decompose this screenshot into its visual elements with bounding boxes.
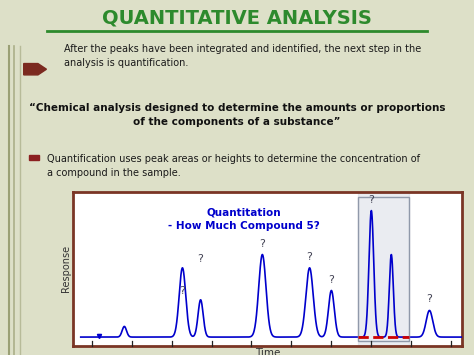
Bar: [29, 155, 39, 160]
Text: ?: ?: [328, 275, 334, 285]
Text: ?: ?: [368, 195, 374, 205]
Y-axis label: Response: Response: [61, 245, 71, 293]
Text: After the peaks have been integrated and identified, the next step in the
analys: After the peaks have been integrated and…: [64, 44, 421, 67]
Text: ?: ?: [180, 285, 185, 295]
Text: ?: ?: [307, 252, 312, 262]
Text: QUANTITATIVE ANALYSIS: QUANTITATIVE ANALYSIS: [102, 9, 372, 28]
X-axis label: Time: Time: [255, 348, 281, 355]
Text: ?: ?: [259, 239, 265, 249]
Text: ?: ?: [198, 253, 203, 263]
Text: ?: ?: [427, 294, 432, 304]
Text: “Chemical analysis designed to determine the amounts or proportions
of the compo: “Chemical analysis designed to determine…: [29, 103, 445, 127]
Bar: [357, 197, 410, 341]
Text: - How Much Compound 5?: - How Much Compound 5?: [168, 221, 320, 231]
Bar: [357, 192, 410, 346]
Text: Quantification uses peak areas or heights to determine the concentration of
a co: Quantification uses peak areas or height…: [47, 154, 420, 178]
FancyArrow shape: [24, 64, 46, 75]
Text: Quantitation: Quantitation: [207, 208, 282, 218]
